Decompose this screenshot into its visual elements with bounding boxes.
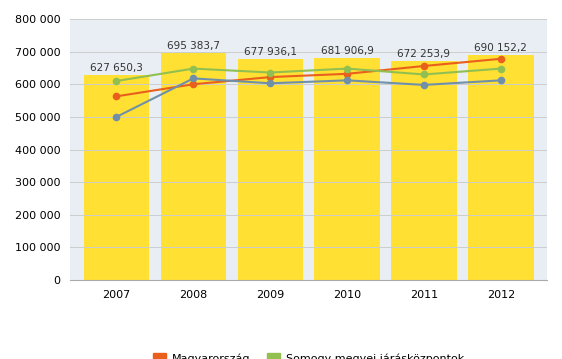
Bar (84, 75, 149, 280)
Bar (161, 53, 226, 280)
Bar (468, 55, 533, 280)
Text: 677 936,1: 677 936,1 (244, 47, 297, 57)
Text: 672 253,9: 672 253,9 (397, 49, 451, 59)
Text: 627 650,3: 627 650,3 (90, 63, 143, 73)
Text: 690 152,2: 690 152,2 (474, 43, 527, 53)
Text: 695 383,7: 695 383,7 (167, 41, 220, 51)
Bar (315, 57, 380, 280)
Text: 681 906,9: 681 906,9 (321, 46, 374, 56)
Legend: Magyarország, Siófoki járás, Somogy megyei járásközpontok, Siófok: Magyarország, Siófoki járás, Somogy megy… (148, 349, 469, 359)
Bar (238, 59, 303, 280)
Bar (391, 61, 457, 280)
